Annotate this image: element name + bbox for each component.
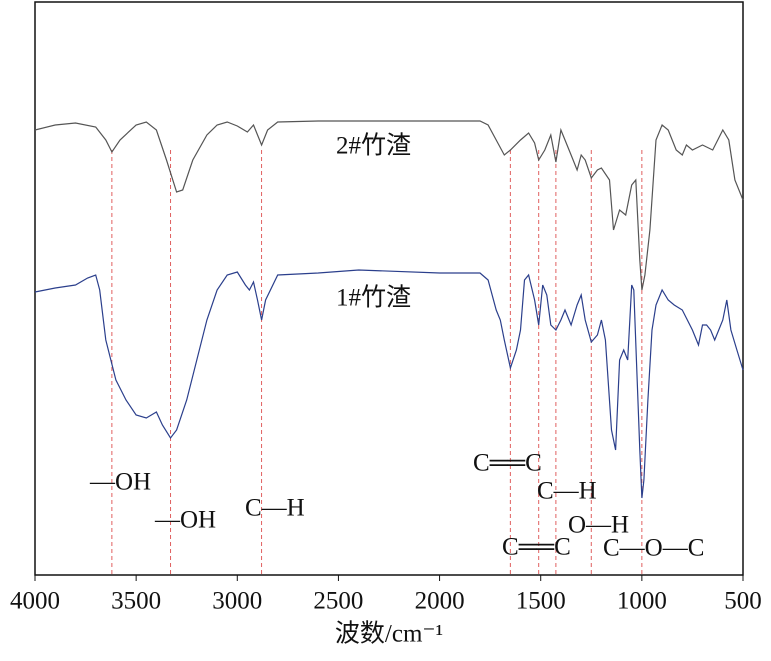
annotation: —OH [89,469,151,496]
x-tick-label: 4000 [10,588,60,615]
annotation: C══C [473,450,542,477]
x-tick-label: 2000 [415,588,465,615]
x-tick-label: 1500 [516,588,566,615]
series-line [34,120,744,291]
x-tick-label: 1000 [617,588,667,615]
series-line [34,269,744,499]
series-label: 2#竹渣 [336,132,411,160]
annotation: C—O—C [603,535,704,562]
series-label: 1#竹渣 [336,284,411,312]
x-tick-label: 3000 [212,588,262,615]
plot-frame [34,1,744,576]
x-tick-label: 3500 [111,588,161,615]
annotation: O—H [568,512,629,539]
x-axis-label: 波数/cm⁻¹ [335,620,443,648]
x-tick-label: 2500 [313,588,363,615]
annotation: C—H [537,478,597,505]
annotation: C══C [502,534,571,561]
annotation: C—H [245,495,305,522]
x-tick-label: 500 [724,588,762,615]
annotation: —OH [154,507,216,534]
